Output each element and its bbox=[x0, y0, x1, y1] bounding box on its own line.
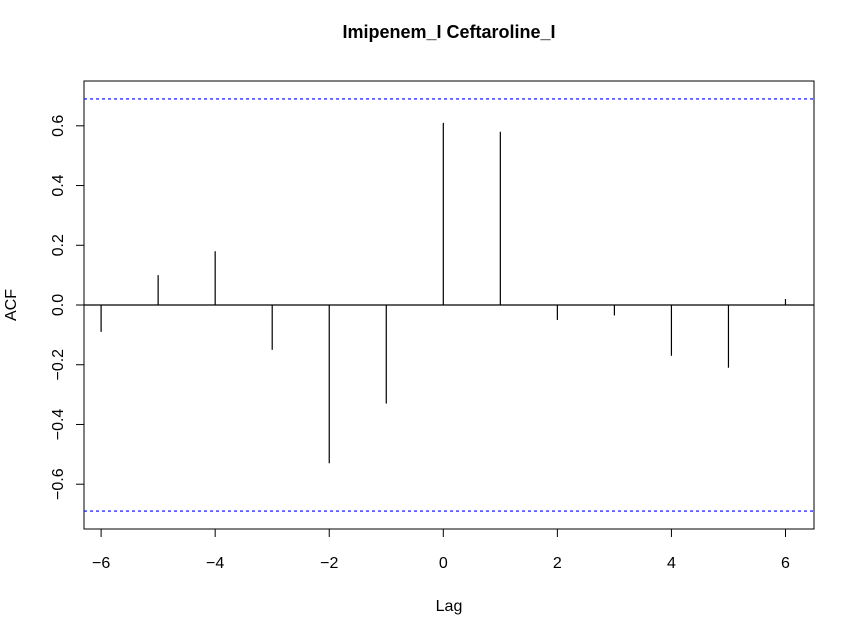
x-tick-label: −4 bbox=[206, 555, 224, 572]
y-tick-label: 0.4 bbox=[50, 174, 67, 196]
chart-title: Imipenem_I Ceftaroline_I bbox=[342, 22, 555, 42]
x-tick-label: 6 bbox=[781, 555, 790, 572]
x-tick-label: 4 bbox=[667, 555, 676, 572]
y-axis: −0.6 −0.4 −0.2 0.0 0.2 0.4 0.6 bbox=[50, 115, 85, 500]
x-axis: −6 −4 −2 0 2 4 6 bbox=[92, 528, 790, 572]
y-tick-label: 0.6 bbox=[50, 115, 67, 137]
y-tick-label: 0.0 bbox=[50, 294, 67, 316]
x-tick-label: −6 bbox=[92, 555, 110, 572]
x-axis-label: Lag bbox=[436, 598, 463, 615]
y-axis-label: ACF bbox=[3, 289, 20, 321]
y-tick-label: −0.6 bbox=[50, 468, 67, 500]
x-tick-label: −2 bbox=[320, 555, 338, 572]
x-tick-label: 0 bbox=[439, 555, 448, 572]
x-tick-label: 2 bbox=[553, 555, 562, 572]
y-tick-label: 0.2 bbox=[50, 234, 67, 256]
y-tick-label: −0.2 bbox=[50, 349, 67, 381]
y-tick-label: −0.4 bbox=[50, 409, 67, 441]
plot-layer bbox=[84, 98, 814, 512]
